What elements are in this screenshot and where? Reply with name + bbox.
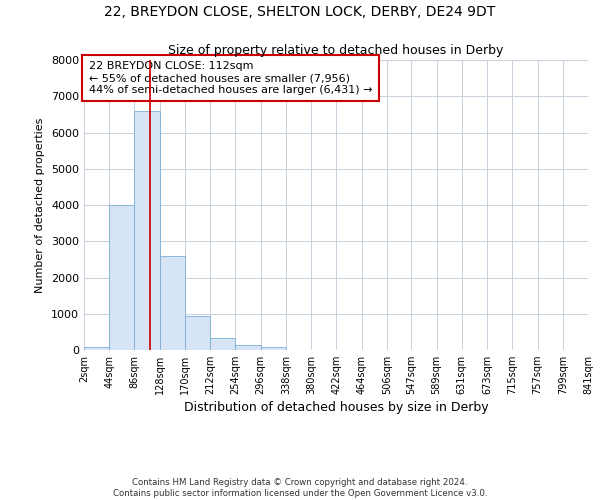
Bar	[235, 344, 260, 350]
Bar	[185, 316, 210, 350]
Bar	[134, 111, 160, 350]
Bar	[109, 205, 134, 350]
Bar	[84, 348, 109, 350]
Text: 22 BREYDON CLOSE: 112sqm
← 55% of detached houses are smaller (7,956)
44% of sem: 22 BREYDON CLOSE: 112sqm ← 55% of detach…	[89, 62, 373, 94]
Text: Contains HM Land Registry data © Crown copyright and database right 2024.
Contai: Contains HM Land Registry data © Crown c…	[113, 478, 487, 498]
Text: 22, BREYDON CLOSE, SHELTON LOCK, DERBY, DE24 9DT: 22, BREYDON CLOSE, SHELTON LOCK, DERBY, …	[104, 5, 496, 19]
Bar	[160, 256, 185, 350]
Y-axis label: Number of detached properties: Number of detached properties	[35, 118, 46, 292]
X-axis label: Distribution of detached houses by size in Derby: Distribution of detached houses by size …	[184, 402, 488, 414]
Title: Size of property relative to detached houses in Derby: Size of property relative to detached ho…	[169, 44, 503, 58]
Bar	[210, 338, 235, 350]
Bar	[260, 348, 286, 350]
